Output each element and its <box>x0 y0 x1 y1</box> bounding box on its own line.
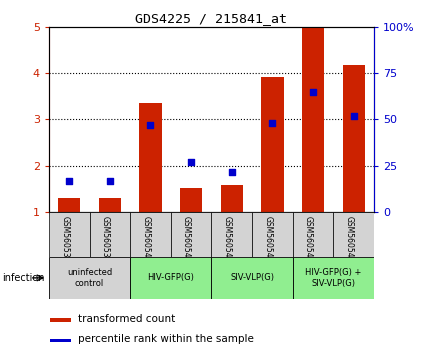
Bar <box>90 212 130 257</box>
Bar <box>343 65 365 212</box>
Text: SIV-VLP(G): SIV-VLP(G) <box>230 273 274 282</box>
Bar <box>51 338 71 342</box>
Text: GSM560540: GSM560540 <box>142 216 150 262</box>
Point <box>269 120 276 126</box>
Point <box>310 89 317 95</box>
Bar <box>261 77 283 212</box>
Bar <box>221 184 243 212</box>
Bar <box>211 212 252 257</box>
Bar <box>130 212 171 257</box>
Bar <box>139 103 162 212</box>
Bar <box>252 212 293 257</box>
Bar <box>130 257 211 299</box>
Text: GSM560538: GSM560538 <box>60 216 69 262</box>
Bar <box>333 212 374 257</box>
Text: HIV-GFP(G): HIV-GFP(G) <box>147 273 194 282</box>
Text: GSM560543: GSM560543 <box>264 216 272 262</box>
Text: GSM560539: GSM560539 <box>101 216 110 262</box>
Text: GSM560542: GSM560542 <box>223 216 232 262</box>
Point <box>147 122 154 128</box>
Point <box>188 159 195 165</box>
Text: HIV-GFP(G) +
SIV-VLP(G): HIV-GFP(G) + SIV-VLP(G) <box>305 268 362 287</box>
Point <box>106 178 113 184</box>
Bar <box>99 199 121 212</box>
Bar <box>49 257 130 299</box>
Text: percentile rank within the sample: percentile rank within the sample <box>78 334 254 344</box>
Bar <box>180 188 202 212</box>
Bar <box>211 257 293 299</box>
Text: infection: infection <box>2 273 45 283</box>
Point <box>350 113 357 119</box>
Bar <box>302 28 324 212</box>
Bar <box>171 212 211 257</box>
Text: uninfected
control: uninfected control <box>67 268 112 287</box>
Bar <box>293 212 333 257</box>
Bar <box>58 199 80 212</box>
Bar <box>51 318 71 322</box>
Point <box>228 169 235 175</box>
Bar <box>293 257 374 299</box>
Text: GSM560544: GSM560544 <box>304 216 313 262</box>
Title: GDS4225 / 215841_at: GDS4225 / 215841_at <box>136 12 287 25</box>
Point <box>66 178 73 184</box>
Text: GSM560541: GSM560541 <box>182 216 191 262</box>
Bar <box>49 212 90 257</box>
Text: GSM560545: GSM560545 <box>345 216 354 262</box>
Text: transformed count: transformed count <box>78 314 176 324</box>
